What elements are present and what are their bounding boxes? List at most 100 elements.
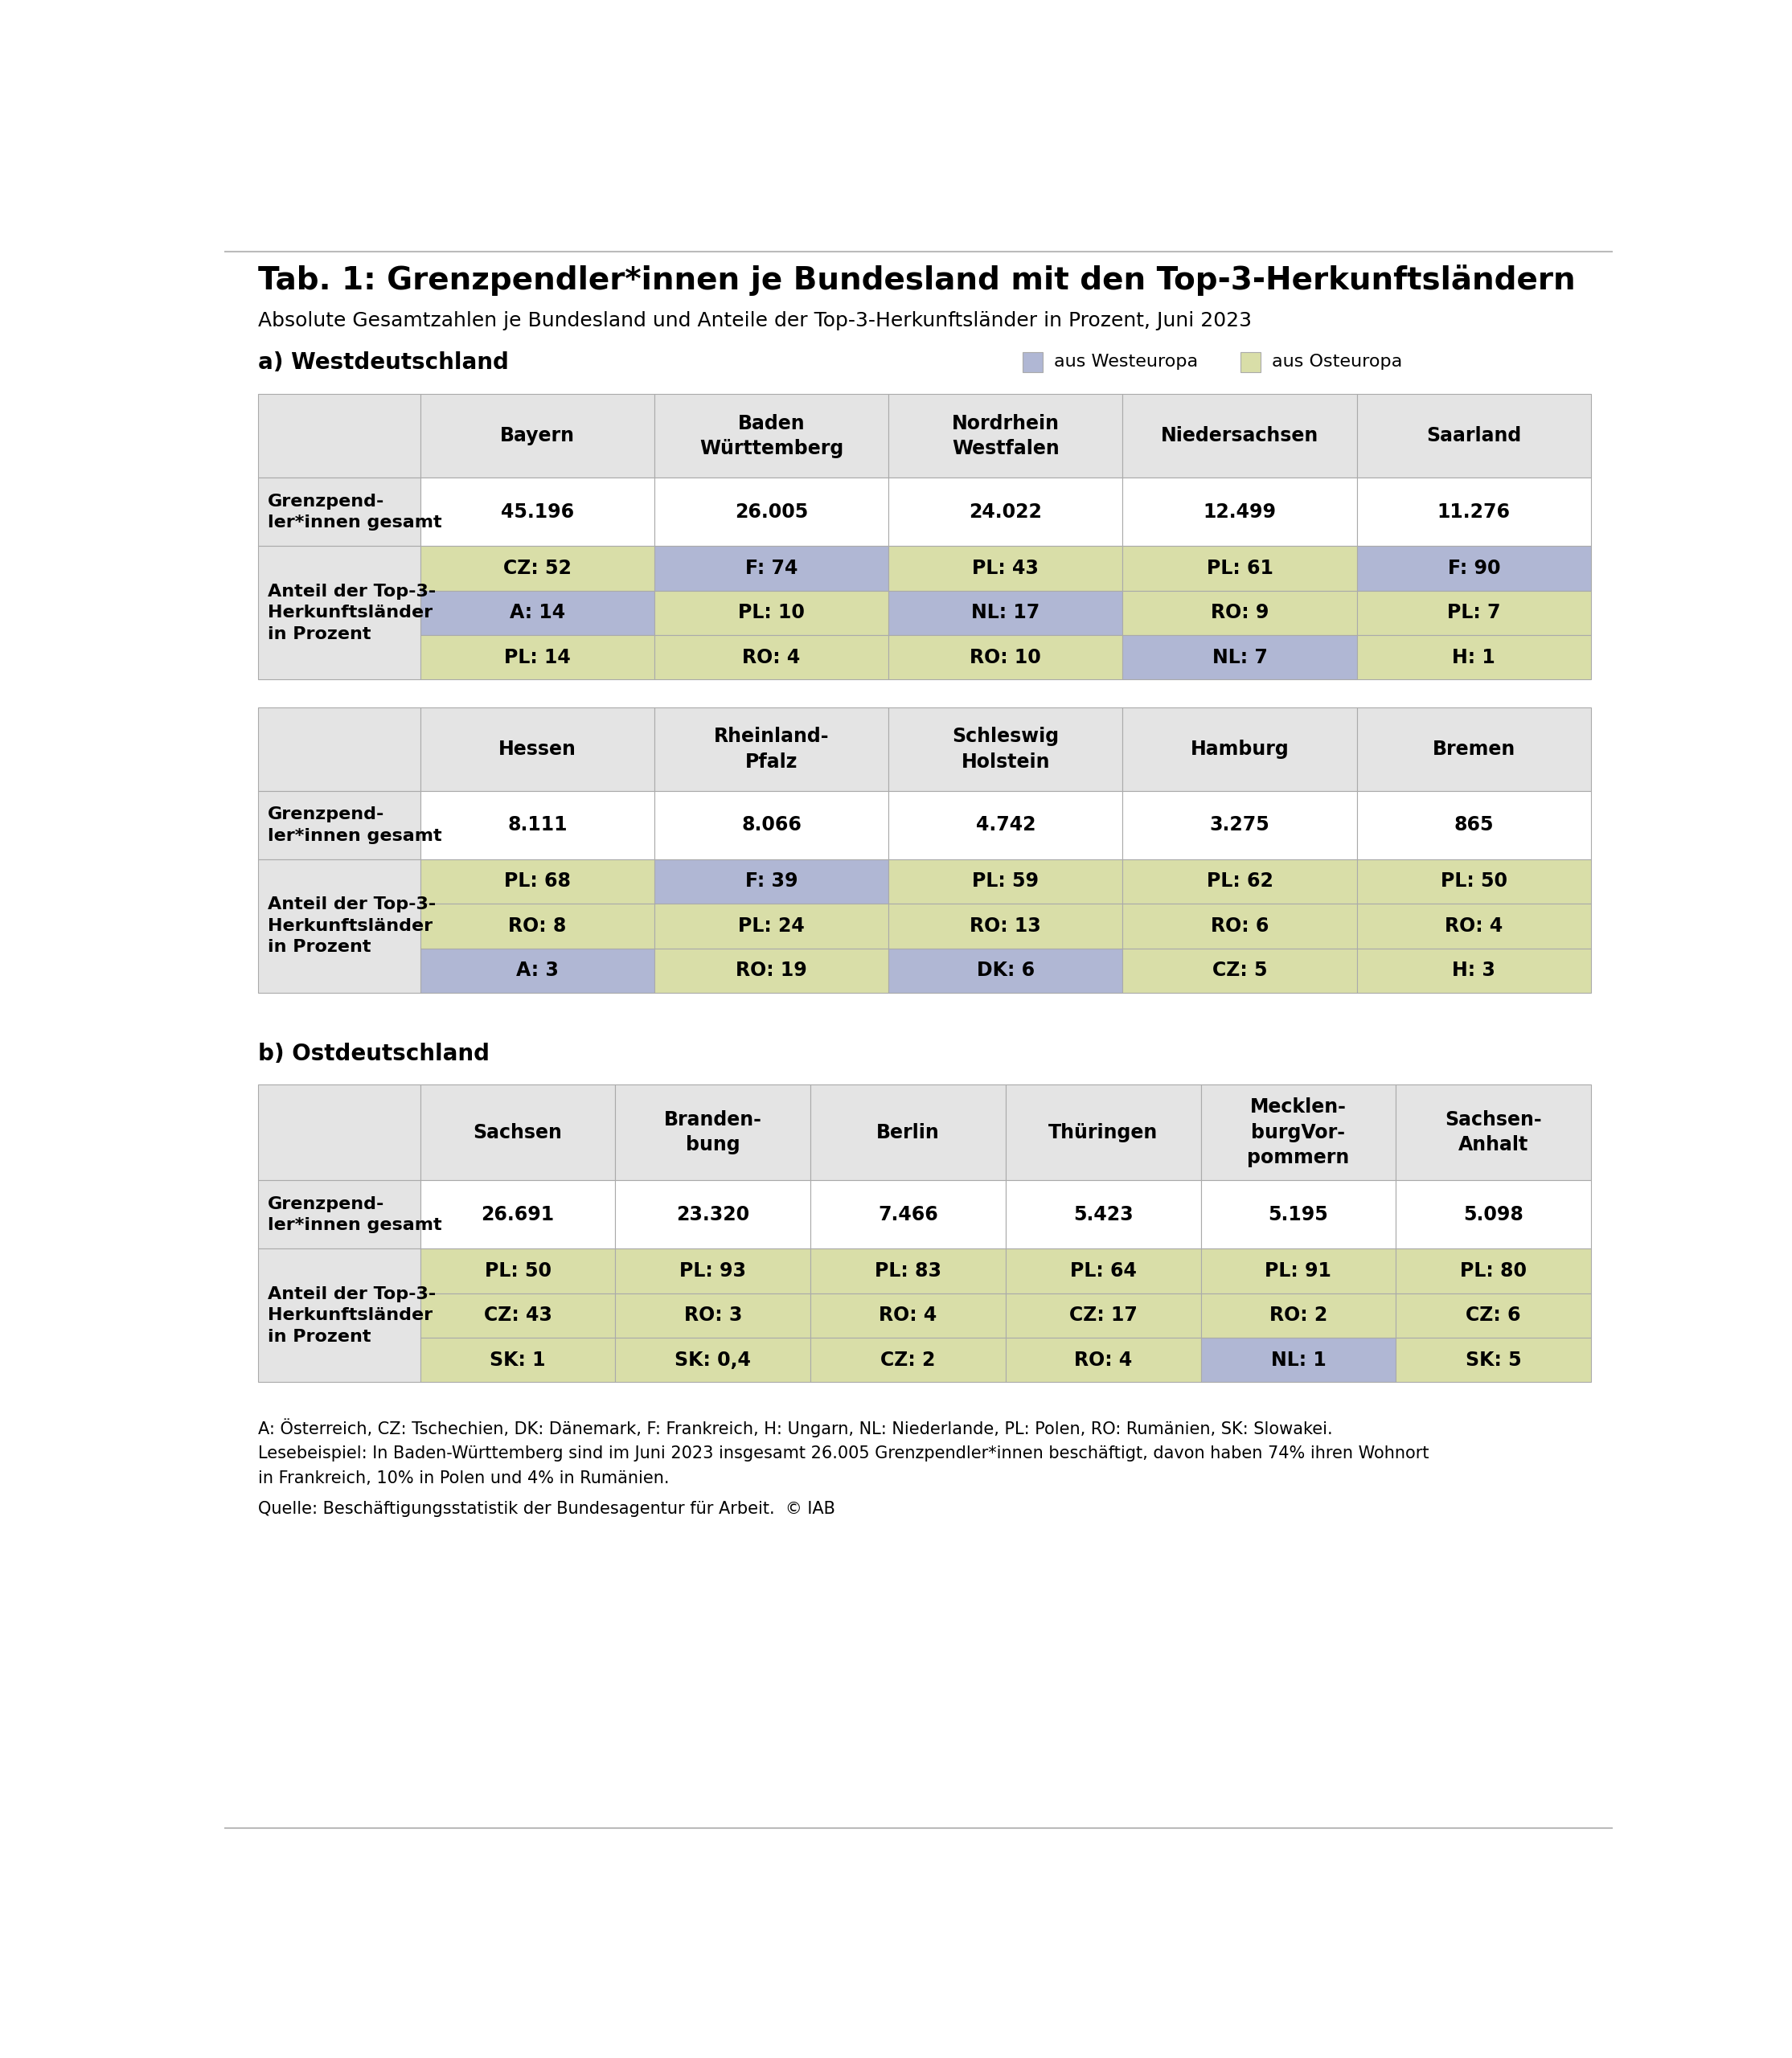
Bar [1201,1085,1396,1181]
Text: Nordrhein
Westfalen: Nordrhein Westfalen [952,414,1059,459]
Bar [1396,1292,1591,1338]
Text: 45.196: 45.196 [500,502,573,521]
Bar [1005,1181,1201,1249]
Bar [1396,1338,1591,1383]
Text: Hamburg: Hamburg [1190,739,1288,759]
Bar [810,1249,1005,1292]
Text: RO: 4: RO: 4 [1073,1350,1133,1369]
Bar [421,708,654,790]
Text: PL: 64: PL: 64 [1070,1262,1136,1280]
Text: Grenzpend-
ler*innen gesamt: Grenzpend- ler*innen gesamt [267,1196,443,1233]
Text: Anteil der Top-3-
Herkunftsländer
in Prozent: Anteil der Top-3- Herkunftsländer in Pro… [267,584,435,642]
Bar [889,949,1124,992]
Text: Lesebeispiel: In Baden-Württemberg sind im Juni 2023 insgesamt 26.005 Grenzpendl: Lesebeispiel: In Baden-Württemberg sind … [258,1445,1430,1461]
Bar [258,708,421,790]
Text: A: 14: A: 14 [509,603,564,622]
Bar [1124,708,1357,790]
Bar [421,1181,615,1249]
Bar [615,1181,810,1249]
Text: in Frankreich, 10% in Polen und 4% in Rumänien.: in Frankreich, 10% in Polen und 4% in Ru… [258,1469,670,1486]
Text: 8.066: 8.066 [742,815,801,836]
Bar [810,1181,1005,1249]
Text: RO: 3: RO: 3 [685,1305,742,1325]
Text: 7.466: 7.466 [878,1204,939,1225]
Text: H: 3: H: 3 [1452,961,1496,980]
Text: RO: 13: RO: 13 [969,916,1041,936]
Bar [421,858,654,903]
Bar [889,708,1124,790]
Text: RO: 4: RO: 4 [880,1305,937,1325]
Text: PL: 50: PL: 50 [1441,873,1507,891]
Bar [1124,395,1357,477]
Text: RO: 4: RO: 4 [1444,916,1503,936]
Text: 26.005: 26.005 [735,502,808,521]
Bar [258,477,421,545]
Bar [1124,591,1357,636]
Bar [1357,949,1591,992]
Bar [1005,1292,1201,1338]
Bar [1357,545,1591,591]
Text: 24.022: 24.022 [969,502,1043,521]
Bar [1357,477,1591,545]
Text: H: 1: H: 1 [1452,648,1496,667]
Bar [1005,1338,1201,1383]
Text: Sachsen-
Anhalt: Sachsen- Anhalt [1444,1109,1541,1155]
Text: F: 90: F: 90 [1448,558,1500,578]
Text: PL: 93: PL: 93 [679,1262,745,1280]
Text: Bremen: Bremen [1432,739,1516,759]
Text: Baden
Württemberg: Baden Württemberg [699,414,844,459]
Bar [421,1338,615,1383]
Bar [1201,1249,1396,1292]
Text: Niedersachsen: Niedersachsen [1161,426,1319,447]
Text: b) Ostdeutschland: b) Ostdeutschland [258,1043,489,1064]
Bar [1357,591,1591,636]
Text: 4.742: 4.742 [975,815,1036,836]
Bar [615,1085,810,1181]
Bar [1357,858,1591,903]
Bar [1357,636,1591,679]
Text: Anteil der Top-3-
Herkunftsländer
in Prozent: Anteil der Top-3- Herkunftsländer in Pro… [267,897,435,955]
Text: Hessen: Hessen [498,739,577,759]
Text: Anteil der Top-3-
Herkunftsländer
in Prozent: Anteil der Top-3- Herkunftsländer in Pro… [267,1286,435,1344]
Bar [810,1085,1005,1181]
Bar [258,1181,421,1249]
Text: Absolute Gesamtzahlen je Bundesland und Anteile der Top-3-Herkunftsländer in Pro: Absolute Gesamtzahlen je Bundesland und … [258,311,1253,329]
Bar [1201,1338,1396,1383]
Text: Grenzpend-
ler*innen gesamt: Grenzpend- ler*innen gesamt [267,494,443,531]
Text: 23.320: 23.320 [676,1204,749,1225]
Text: RO: 6: RO: 6 [1211,916,1269,936]
Bar [1201,1292,1396,1338]
Text: 11.276: 11.276 [1437,502,1511,521]
Text: CZ: 43: CZ: 43 [484,1305,552,1325]
Bar [1357,903,1591,949]
Bar [421,591,654,636]
Text: SK: 1: SK: 1 [489,1350,547,1369]
Text: RO: 19: RO: 19 [737,961,806,980]
Bar [421,790,654,858]
Bar [1005,1249,1201,1292]
Bar [889,903,1124,949]
Text: PL: 50: PL: 50 [484,1262,552,1280]
Text: PL: 62: PL: 62 [1206,873,1272,891]
Text: Sachsen: Sachsen [473,1124,563,1142]
Text: Mecklen-
burgVor-
pommern: Mecklen- burgVor- pommern [1247,1097,1349,1167]
Text: CZ: 6: CZ: 6 [1466,1305,1521,1325]
Text: RO: 2: RO: 2 [1269,1305,1328,1325]
Text: PL: 83: PL: 83 [874,1262,941,1280]
Text: Bayern: Bayern [500,426,575,447]
Bar [889,591,1124,636]
Bar [258,790,421,858]
Bar [654,636,889,679]
Text: RO: 10: RO: 10 [969,648,1041,667]
Text: RO: 9: RO: 9 [1211,603,1269,622]
Bar [654,477,889,545]
Text: Saarland: Saarland [1426,426,1521,447]
Bar [421,1085,615,1181]
Bar [654,949,889,992]
Text: PL: 68: PL: 68 [504,873,570,891]
Bar [421,477,654,545]
Bar [654,591,889,636]
Text: PL: 14: PL: 14 [504,648,570,667]
Text: PL: 80: PL: 80 [1460,1262,1527,1280]
Bar [810,1292,1005,1338]
